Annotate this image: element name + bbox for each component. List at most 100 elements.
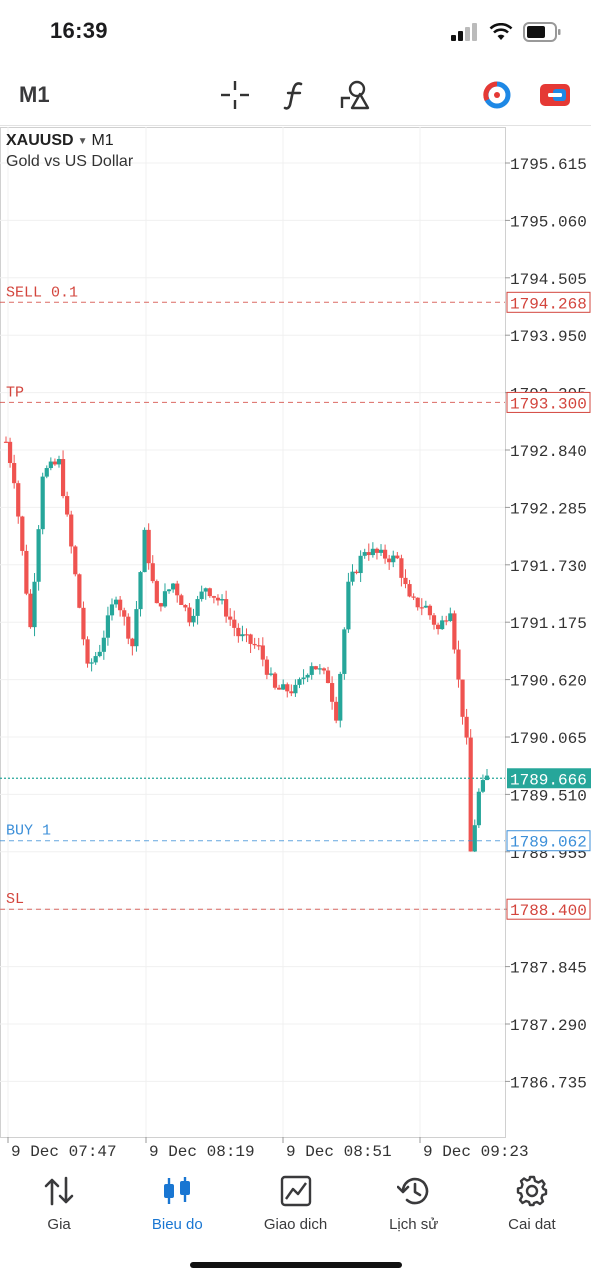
nav-label: Gia [47, 1216, 71, 1233]
status-bar: 16:39 [0, 0, 591, 64]
bull-candle [101, 637, 106, 652]
bull-candle [105, 615, 111, 638]
bear-candle [456, 649, 461, 680]
bear-candle [224, 599, 229, 617]
bull-candle [97, 651, 102, 657]
bull-candle [293, 684, 298, 694]
bull-candle [281, 684, 286, 690]
price-axis-label: 1791.175 [510, 615, 587, 633]
symbol-dropdown-icon[interactable]: ▼ [77, 135, 88, 147]
nav-quotes[interactable]: Gia [0, 1166, 118, 1246]
time-axis-label: 9 Dec 08:51 [286, 1143, 392, 1160]
bear-candle [325, 670, 331, 684]
crosshair-icon[interactable] [218, 78, 252, 112]
bear-candle [395, 555, 400, 559]
indicator-f-icon[interactable] [278, 78, 312, 112]
trade-chart-icon [279, 1174, 313, 1208]
chart-toolbar: M1 [0, 64, 591, 126]
bull-candle [350, 571, 355, 582]
bull-candle [297, 679, 302, 685]
bull-candle [89, 662, 94, 664]
symbol-description: Gold vs US Dollar [6, 153, 134, 170]
bull-candle [240, 634, 245, 637]
bear-candle [52, 461, 58, 465]
battery-icon [523, 22, 561, 42]
bear-candle [211, 596, 216, 598]
order-label: BUY 1 [6, 823, 51, 840]
symbol-timeframe: M1 [91, 132, 114, 149]
nav-settings[interactable]: Cai dat [473, 1166, 591, 1246]
objects-icon[interactable] [338, 78, 372, 112]
bull-candle [362, 552, 367, 556]
bull-candle [484, 775, 490, 781]
bear-candle [228, 616, 233, 620]
price-chart[interactable]: 1795.6151795.0601794.5051793.9501793.395… [0, 127, 591, 1161]
chart-symbol[interactable]: XAUUSD ▼ M1 [6, 132, 114, 150]
bear-candle [207, 588, 212, 597]
order-price-box [506, 391, 591, 413]
bull-candle [109, 604, 115, 616]
current-price-box [507, 768, 591, 789]
bear-candle [330, 683, 335, 702]
bull-candle [342, 629, 347, 674]
bear-candle [179, 595, 184, 605]
bull-candle [138, 572, 143, 610]
nav-trade[interactable]: Giao dich [236, 1166, 354, 1246]
price-axis-label: 1789.510 [510, 787, 587, 805]
one-click-trading-icon[interactable] [480, 78, 514, 112]
bear-candle [150, 563, 155, 582]
bull-candle [195, 599, 200, 616]
cellular-signal-icon [451, 23, 477, 41]
bear-candle [248, 634, 253, 644]
bear-candle [321, 668, 327, 671]
bear-candle [73, 546, 78, 575]
bear-candle [215, 597, 221, 601]
bull-candle [93, 656, 98, 663]
bull-candle [358, 555, 363, 574]
bear-candle [256, 645, 261, 647]
bear-candle [16, 483, 21, 517]
bear-candle [399, 558, 404, 578]
bear-candle [154, 581, 159, 604]
bear-candle [387, 558, 392, 563]
bear-candle [264, 659, 269, 675]
bear-candle [354, 571, 359, 574]
order-label: SL [6, 891, 24, 908]
bull-candle [391, 555, 396, 563]
nav-history[interactable]: Lịch sử [355, 1166, 473, 1246]
bear-candle [431, 615, 437, 625]
bull-candle [378, 549, 384, 553]
wifi-icon [489, 23, 513, 40]
bear-candle [60, 459, 66, 497]
chart-candles-icon [160, 1174, 194, 1208]
bottom-navigation: Gia Bieu do Giao dich [0, 1166, 591, 1246]
bear-candle [277, 687, 282, 690]
price-axis-label: 1795.060 [510, 213, 587, 231]
home-indicator [190, 1262, 402, 1268]
bear-candle [427, 605, 433, 616]
price-axis-label: 1792.285 [510, 500, 587, 518]
bear-candle [3, 441, 9, 443]
bull-candle [32, 581, 37, 628]
bear-candle [468, 737, 473, 852]
bear-candle [122, 610, 127, 617]
symbol-name: XAUUSD [6, 132, 74, 149]
bear-candle [7, 441, 13, 464]
timeframe-selector[interactable]: M1 [19, 82, 50, 107]
bear-candle [407, 584, 412, 597]
bear-candle [244, 634, 249, 636]
bull-candle [338, 673, 343, 721]
bull-candle [44, 468, 49, 477]
nav-chart[interactable]: Bieu do [118, 1166, 236, 1246]
bear-candle [20, 516, 25, 551]
price-axis-label: 1795.615 [510, 156, 587, 174]
bull-candle [268, 673, 274, 675]
trade-panel-icon[interactable] [538, 78, 572, 112]
candlestick-chart[interactable]: 1795.6151795.0601794.5051793.9501793.395… [0, 127, 591, 1161]
bear-candle [285, 684, 290, 692]
bear-candle [415, 597, 420, 608]
bear-candle [334, 701, 339, 721]
bear-candle [272, 673, 278, 688]
price-axis-label: 1787.290 [510, 1017, 587, 1035]
bear-candle [435, 624, 441, 630]
